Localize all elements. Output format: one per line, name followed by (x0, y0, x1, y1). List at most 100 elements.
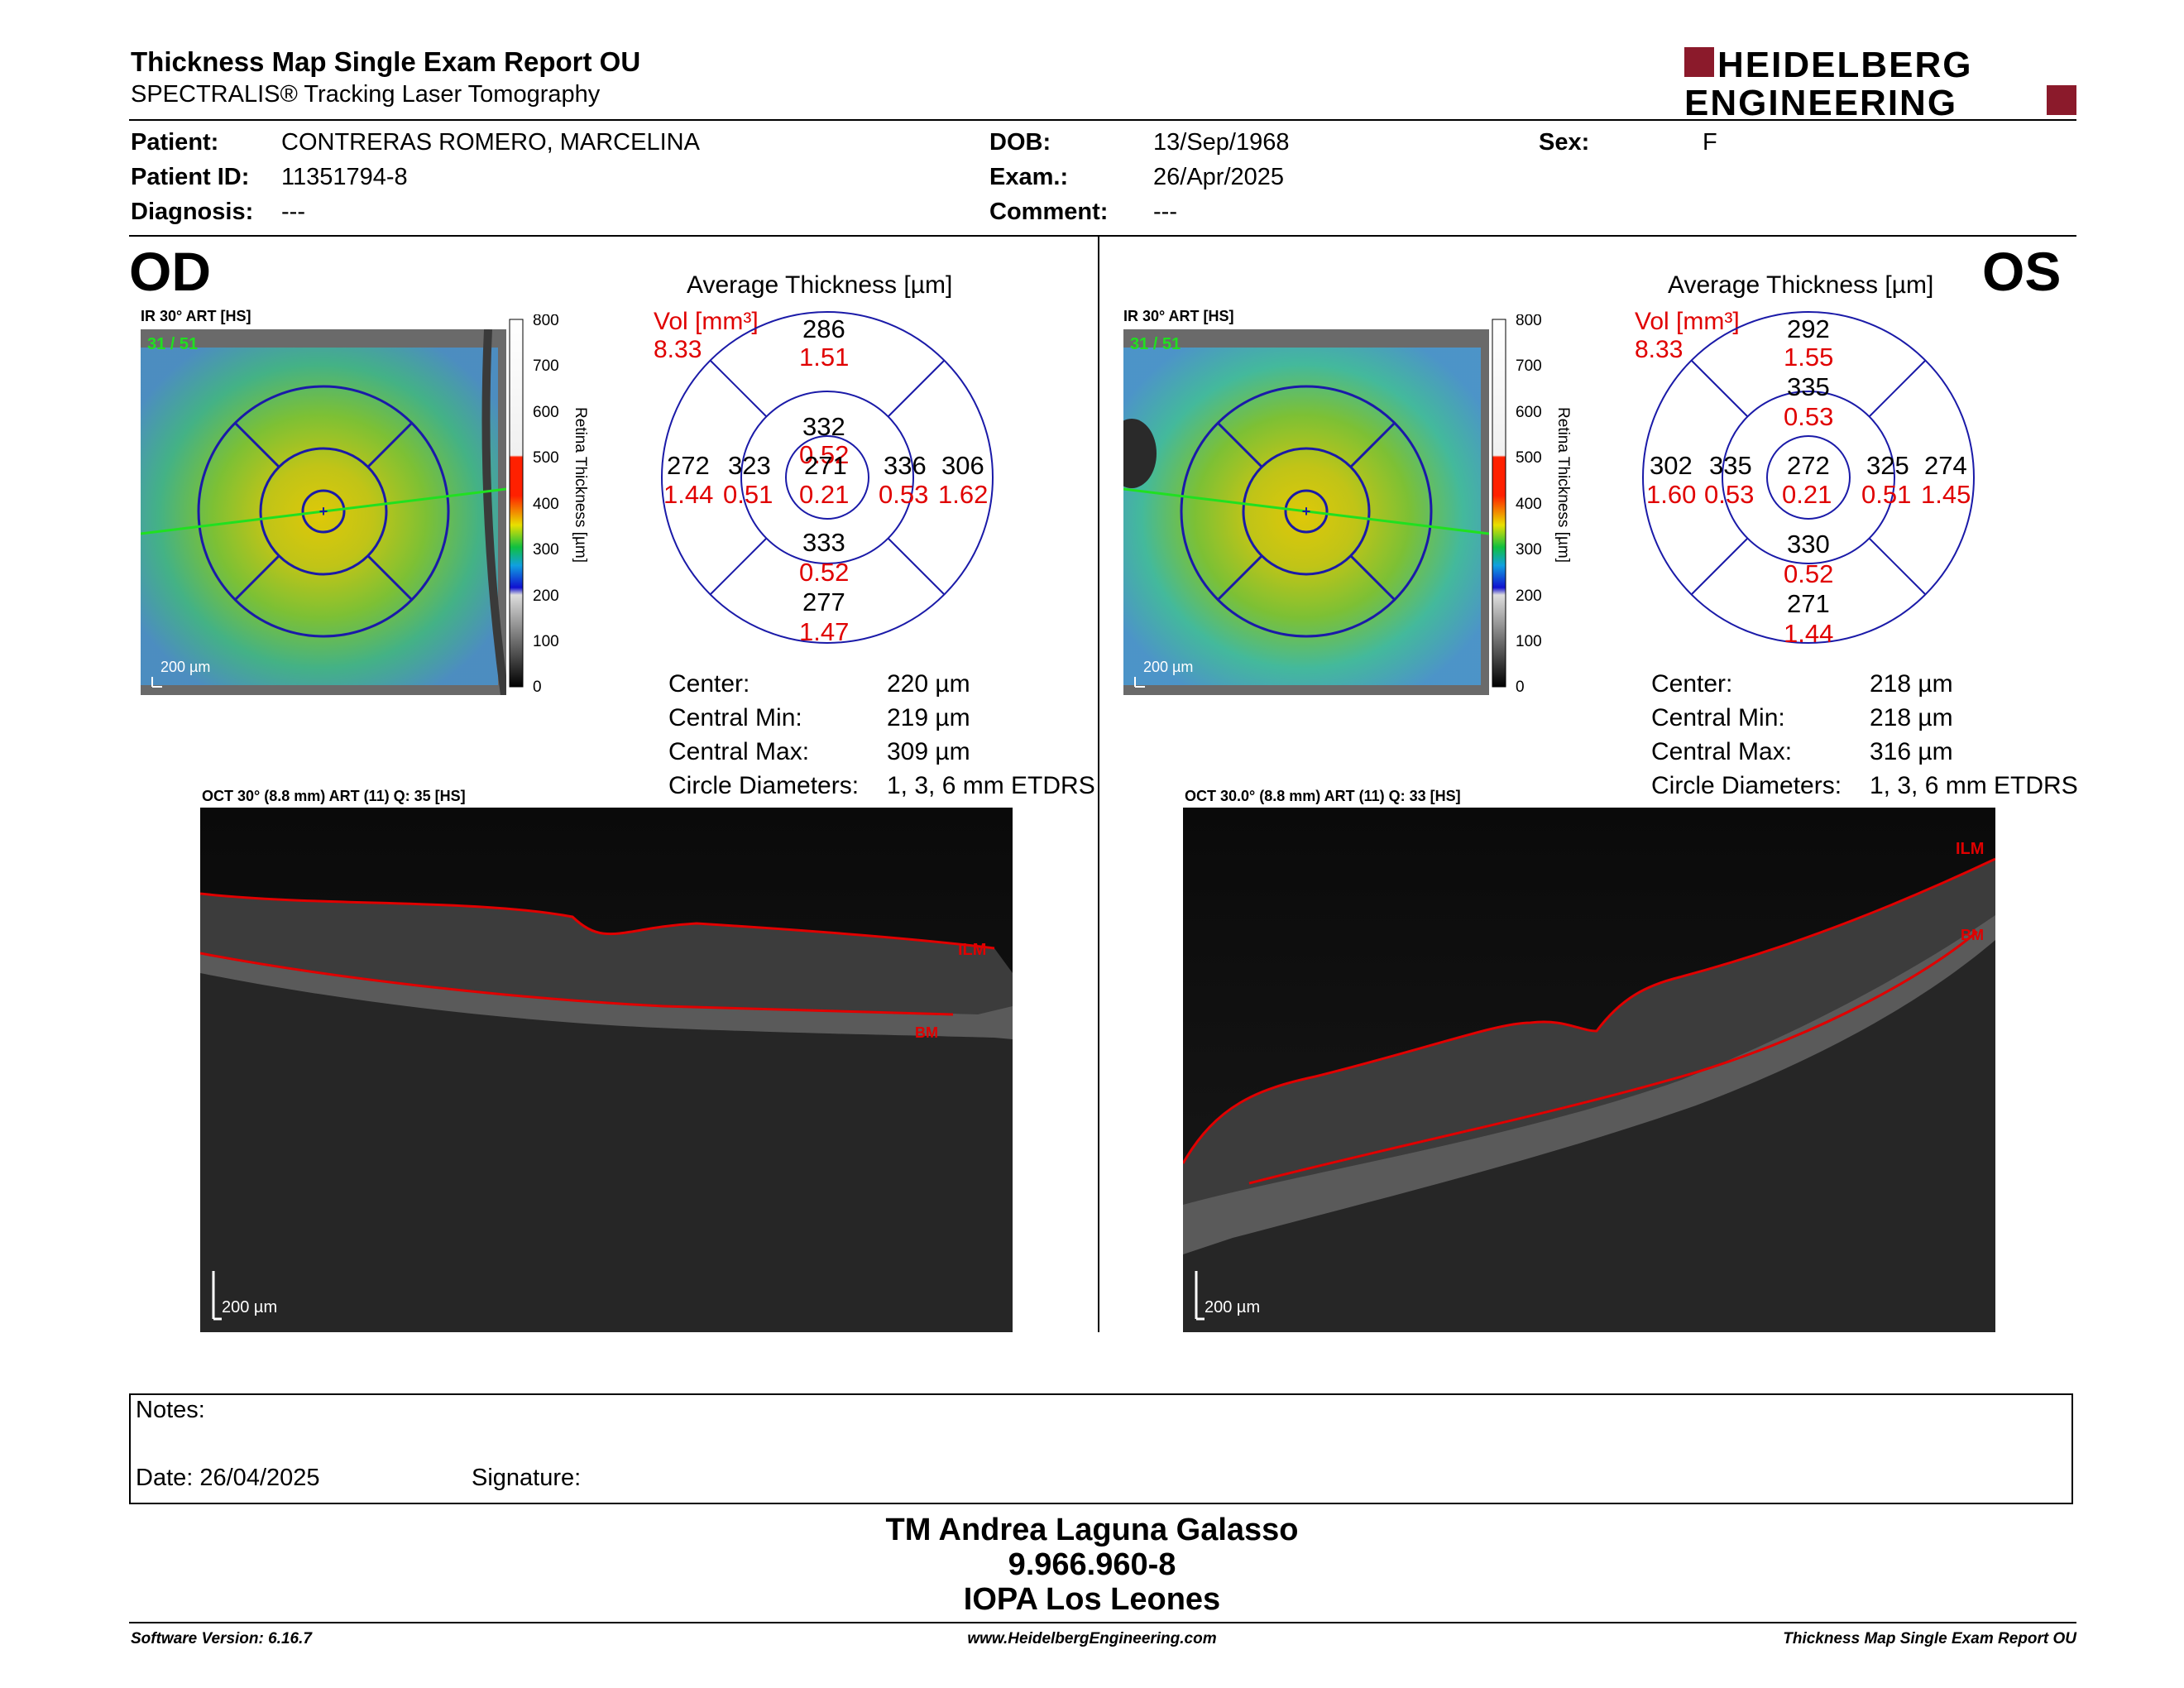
od-cbar-tick-400: 400 (533, 496, 559, 513)
os-cbar-tick-300: 300 (1516, 541, 1542, 559)
od-ilm-label: ILM (958, 941, 986, 959)
os-inner-left-volume: 0.53 (1704, 480, 1755, 509)
os-outer-right-thickness: 274 (1924, 451, 1967, 480)
os-outer-left-volume: 1.60 (1646, 480, 1697, 509)
os-inner-top-volume: 0.53 (1784, 402, 1834, 431)
report-title: Thickness Map Single Exam Report OU (131, 46, 641, 77)
patient-id: 11351794-8 (281, 164, 408, 190)
od-inner-left-volume: 0.51 (723, 480, 774, 509)
os-cbar-tick-500: 500 (1516, 449, 1542, 467)
os-cbar-tick-700: 700 (1516, 357, 1542, 375)
od-cbar-tick-600: 600 (533, 404, 559, 421)
od-thickness-map: + 31 / 51 200 µm (140, 328, 509, 696)
od-map-scale: 200 µm (160, 659, 210, 675)
od-oct-label: OCT 30° (8.8 mm) ART (11) Q: 35 [HS] (202, 788, 466, 804)
os-cbar-tick-600: 600 (1516, 404, 1542, 421)
os-inner-right-thickness: 325 (1866, 451, 1909, 480)
od-cbar-tick-0: 0 (533, 679, 542, 695)
od-cbar-tick-200: 200 (533, 587, 559, 605)
os-center-value: 218 µm (1870, 670, 1953, 698)
od-inner-top-thickness: 332 (802, 412, 845, 441)
diagnosis-label: Diagnosis: (131, 199, 254, 225)
od-max-value: 309 µm (887, 738, 970, 765)
od-outer-right-volume: 1.62 (938, 480, 989, 509)
os-cbar-tick-200: 200 (1516, 587, 1542, 605)
os-max-value: 316 µm (1870, 738, 1953, 765)
os-colorbar: 800 700 600 500 400 300 200 100 0 Retina… (1489, 312, 1580, 696)
od-center-volume: 0.21 (799, 480, 850, 509)
od-inner-top-volume: 0.52 (799, 440, 850, 469)
os-outer-bottom-thickness: 271 (1787, 589, 1830, 618)
od-oct-scale: 200 µm (222, 1298, 277, 1316)
od-cbar-tick-700: 700 (533, 357, 559, 375)
diagnosis-value: --- (281, 199, 305, 225)
os-thickness-map: + 31 / 51 200 µm (1107, 329, 1490, 695)
svg-text:+: + (319, 503, 328, 520)
os-min-value: 218 µm (1870, 704, 1953, 731)
od-outer-bottom-thickness: 277 (802, 587, 845, 616)
od-center-value: 220 µm (887, 670, 970, 698)
od-grid-title: Average Thickness [µm] (687, 271, 953, 299)
od-vol-label: Vol [mm³] (654, 308, 759, 335)
exam-value: 26/Apr/2025 (1153, 164, 1285, 190)
od-cbar-title: Retina Thickness [µm] (572, 407, 589, 563)
report-subtitle: SPECTRALIS® Tracking Laser Tomography (131, 81, 601, 108)
os-diam-value: 1, 3, 6 mm ETDRS (1870, 772, 2078, 799)
os-grid-title: Average Thickness [µm] (1668, 271, 1934, 299)
os-map-scale: 200 µm (1143, 659, 1193, 675)
os-outer-bottom-volume: 1.44 (1784, 619, 1834, 648)
os-cbar-tick-100: 100 (1516, 633, 1542, 650)
patient-label: Patient: (131, 129, 219, 156)
notes-box[interactable] (129, 1393, 2073, 1504)
os-inner-top-thickness: 335 (1787, 372, 1830, 401)
os-inner-bottom-volume: 0.52 (1784, 559, 1834, 588)
os-center-volume: 0.21 (1782, 480, 1832, 509)
od-outer-left-volume: 1.44 (663, 480, 714, 509)
os-frame-count: 31 / 51 (1130, 335, 1181, 353)
header-divider (129, 119, 2076, 121)
footer-divider (129, 1622, 2076, 1623)
od-inner-bottom-volume: 0.52 (799, 558, 850, 587)
dob-label: DOB: (989, 129, 1051, 156)
dob-value: 13/Sep/1968 (1153, 129, 1290, 156)
os-bm-label: BM (1961, 927, 1984, 943)
od-center-label: Center: (668, 670, 750, 698)
os-oct-label: OCT 30.0° (8.8 mm) ART (11) Q: 33 [HS] (1185, 788, 1461, 804)
os-center-label: Center: (1651, 670, 1733, 698)
os-outer-top-thickness: 292 (1787, 314, 1830, 343)
website-link[interactable]: www.HeidelbergEngineering.com (967, 1630, 1217, 1647)
os-cbar-title: Retina Thickness [µm] (1554, 407, 1572, 563)
od-vol-value: 8.33 (654, 336, 702, 363)
od-bm-label: BM (915, 1024, 938, 1041)
od-center-thickness: 271 (804, 451, 847, 480)
patient-id-label: Patient ID: (131, 164, 250, 190)
od-outer-top-thickness: 286 (802, 314, 845, 343)
od-diam-value: 1, 3, 6 mm ETDRS (887, 772, 1095, 799)
od-colorbar: 800 700 600 500 400 300 200 100 0 Retina… (506, 312, 597, 696)
od-inner-bottom-thickness: 333 (802, 528, 845, 557)
os-inner-right-volume: 0.51 (1861, 480, 1912, 509)
od-etdrs-grid (660, 310, 994, 645)
os-cbar-tick-0: 0 (1516, 679, 1525, 695)
os-outer-top-volume: 1.55 (1784, 343, 1834, 372)
od-cbar-tick-300: 300 (533, 541, 559, 559)
od-cbar-tick-100: 100 (533, 633, 559, 650)
heidelberg-logo: HEIDELBERG ENGINEERING (1684, 45, 2076, 123)
signer-name: TM Andrea Laguna Galasso (885, 1513, 1299, 1547)
od-ir-label: IR 30° ART [HS] (141, 308, 251, 324)
os-outer-left-thickness: 302 (1650, 451, 1693, 480)
os-oct-scan: ILM BM 200 µm (1181, 808, 1996, 1332)
od-cbar-tick-500: 500 (533, 449, 559, 467)
os-center-thickness: 272 (1787, 451, 1830, 480)
os-outer-right-volume: 1.45 (1921, 480, 1971, 509)
patient-name: CONTRERAS ROMERO, MARCELINA (281, 129, 700, 156)
svg-text:+: + (1302, 503, 1311, 520)
os-vol-label: Vol [mm³] (1635, 308, 1740, 335)
os-oct-scale: 200 µm (1205, 1298, 1260, 1316)
sex-label: Sex: (1539, 129, 1590, 156)
footer-report-name: Thickness Map Single Exam Report OU (1783, 1630, 2076, 1647)
os-cbar-tick-400: 400 (1516, 496, 1542, 513)
os-max-label: Central Max: (1651, 738, 1793, 765)
eye-label-od: OD (129, 241, 211, 302)
exam-label: Exam.: (989, 164, 1069, 190)
